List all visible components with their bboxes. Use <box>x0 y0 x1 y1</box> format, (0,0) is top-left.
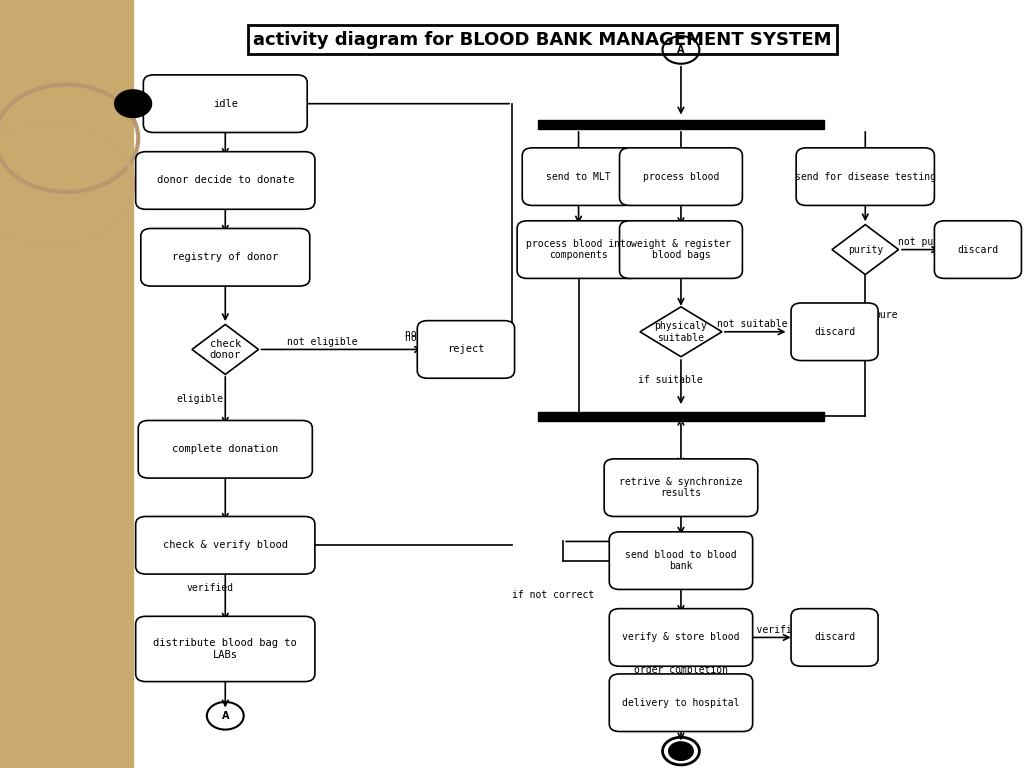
Text: not suitable: not suitable <box>718 319 787 329</box>
FancyBboxPatch shape <box>791 608 878 666</box>
FancyBboxPatch shape <box>517 221 640 279</box>
Polygon shape <box>193 325 258 375</box>
Text: eligible: eligible <box>176 394 223 405</box>
Text: not eligible: not eligible <box>288 336 357 347</box>
Text: not pure: not pure <box>898 237 945 247</box>
Text: idle: idle <box>213 98 238 109</box>
Text: if not correct: if not correct <box>512 590 594 601</box>
FancyBboxPatch shape <box>143 75 307 133</box>
Text: pure: pure <box>874 310 897 320</box>
Text: purity: purity <box>848 244 883 255</box>
Polygon shape <box>0 0 133 768</box>
Text: activity diagram for BLOOD BANK MANAGEMENT SYSTEM: activity diagram for BLOOD BANK MANAGEME… <box>254 31 831 48</box>
Circle shape <box>115 90 152 118</box>
Text: send to MLT: send to MLT <box>546 171 611 182</box>
Text: send for disease testing: send for disease testing <box>795 171 936 182</box>
Polygon shape <box>831 224 899 274</box>
FancyBboxPatch shape <box>620 148 742 205</box>
Text: verify & store blood: verify & store blood <box>623 632 739 643</box>
Text: complete donation: complete donation <box>172 444 279 455</box>
Circle shape <box>669 742 693 760</box>
Text: send blood to blood
bank: send blood to blood bank <box>625 550 737 571</box>
FancyBboxPatch shape <box>135 616 315 682</box>
Text: discard: discard <box>957 244 998 255</box>
Text: if suitable: if suitable <box>638 375 703 386</box>
Text: A: A <box>221 710 229 721</box>
Text: registry of donor: registry of donor <box>172 252 279 263</box>
FancyBboxPatch shape <box>418 321 515 378</box>
Text: order completion: order completion <box>634 664 728 675</box>
Text: discard: discard <box>814 326 855 337</box>
FancyBboxPatch shape <box>620 221 742 279</box>
Text: not verified: not verified <box>733 624 803 635</box>
FancyBboxPatch shape <box>609 608 753 666</box>
Text: A: A <box>677 45 685 55</box>
Bar <box>538 120 824 129</box>
FancyBboxPatch shape <box>791 303 878 361</box>
Text: not verified: not verified <box>406 329 475 339</box>
Text: donor decide to donate: donor decide to donate <box>157 175 294 186</box>
Text: check & verify blood: check & verify blood <box>163 540 288 551</box>
Text: weight & register
blood bags: weight & register blood bags <box>631 239 731 260</box>
Text: distribute blood bag to
LABs: distribute blood bag to LABs <box>154 638 297 660</box>
FancyBboxPatch shape <box>609 674 753 731</box>
FancyBboxPatch shape <box>934 221 1021 279</box>
FancyBboxPatch shape <box>135 152 315 209</box>
Text: check
donor: check donor <box>210 339 241 360</box>
Text: verified: verified <box>186 582 233 593</box>
FancyBboxPatch shape <box>604 459 758 517</box>
FancyBboxPatch shape <box>797 148 934 205</box>
FancyBboxPatch shape <box>135 517 315 574</box>
Text: retrive & synchronize
results: retrive & synchronize results <box>620 477 742 498</box>
Text: process blood into
components: process blood into components <box>525 239 632 260</box>
Text: discard: discard <box>814 632 855 643</box>
FancyBboxPatch shape <box>522 148 635 205</box>
FancyBboxPatch shape <box>609 531 753 590</box>
Text: delivery to hospital: delivery to hospital <box>623 697 739 708</box>
Text: not verified: not verified <box>406 333 475 343</box>
Bar <box>538 412 824 421</box>
FancyBboxPatch shape <box>138 421 312 478</box>
FancyBboxPatch shape <box>141 229 309 286</box>
Polygon shape <box>640 307 722 356</box>
Text: physicaly
suitable: physicaly suitable <box>654 321 708 343</box>
Text: reject: reject <box>447 344 484 355</box>
Text: process blood: process blood <box>643 171 719 182</box>
